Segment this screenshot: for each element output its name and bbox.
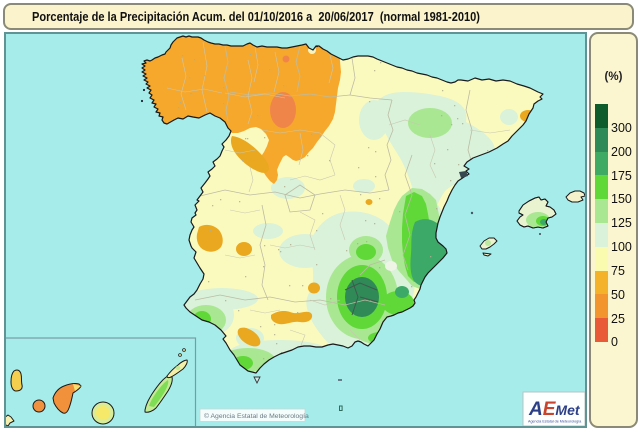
svg-text:AEMet: AEMet xyxy=(528,399,581,420)
svg-text:Agencia Estatal de Meteorologí: Agencia Estatal de Meteorología xyxy=(528,420,582,424)
svg-text:© Agencia Estatal de Meteorolo: © Agencia Estatal de Meteorología xyxy=(204,412,309,420)
